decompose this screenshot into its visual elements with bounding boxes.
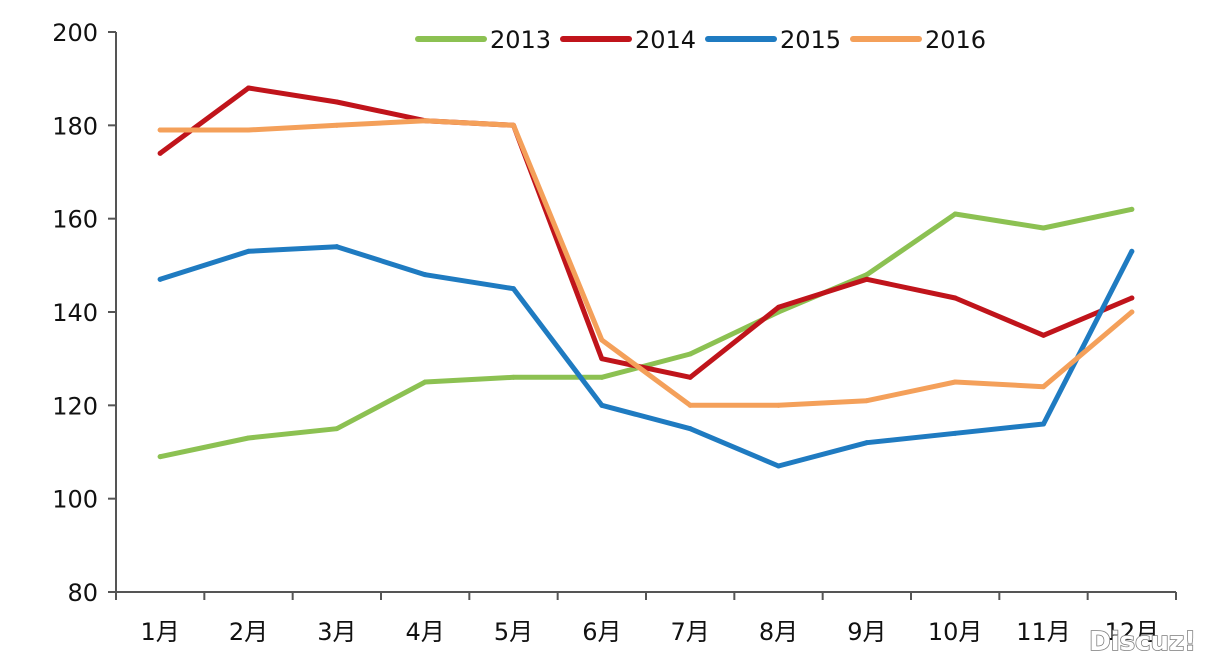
data-point-2015 xyxy=(334,244,340,250)
series-line-2015 xyxy=(157,244,1135,469)
data-point-2016 xyxy=(334,122,340,128)
x-tick-label: 9月 xyxy=(847,618,886,646)
data-point-2015 xyxy=(246,248,251,254)
data-point-2016 xyxy=(246,127,251,133)
data-point-2014 xyxy=(246,85,251,91)
legend-label: 2013 xyxy=(490,26,551,54)
data-point-2013 xyxy=(952,211,958,217)
data-point-2015 xyxy=(687,426,693,432)
y-tick-label: 160 xyxy=(52,206,98,234)
data-point-2016 xyxy=(776,402,781,408)
y-tick-label: 100 xyxy=(52,486,98,514)
x-tick-label: 11月 xyxy=(1016,618,1071,646)
legend-label: 2016 xyxy=(925,26,986,54)
legend-item-2013: 2013 xyxy=(415,26,551,54)
y-tick-label: 80 xyxy=(67,579,98,607)
data-point-2015 xyxy=(422,272,428,278)
data-point-2015 xyxy=(864,440,870,446)
data-point-2014 xyxy=(1129,295,1135,301)
data-point-2014 xyxy=(864,276,870,282)
data-point-2014 xyxy=(157,150,163,156)
data-point-2016 xyxy=(1041,384,1046,390)
legend-item-2015: 2015 xyxy=(705,26,841,54)
data-point-2016 xyxy=(864,398,870,404)
y-tick-label: 180 xyxy=(52,112,98,140)
data-point-2016 xyxy=(952,379,958,385)
data-point-2013 xyxy=(334,426,340,432)
data-point-2015 xyxy=(599,402,605,408)
x-tick-label: 4月 xyxy=(406,618,445,646)
x-tick-label: 12月 xyxy=(1105,618,1160,646)
data-point-2013 xyxy=(157,454,163,460)
legend-item-2016: 2016 xyxy=(850,26,986,54)
series-lines xyxy=(157,85,1135,469)
data-point-2013 xyxy=(1129,206,1135,212)
data-point-2013 xyxy=(1041,225,1046,231)
series-line-2016 xyxy=(157,118,1135,408)
data-point-2013 xyxy=(246,435,251,441)
axes: 80 100 120 140 160 180 200 1月 2月 3月 4月 5月 6月 7月 8月 9月 10… xyxy=(52,19,1177,646)
x-tick-label: 8月 xyxy=(759,618,798,646)
y-tick-label: 140 xyxy=(52,299,98,327)
data-point-2016 xyxy=(157,127,163,133)
legend-label: 2014 xyxy=(635,26,696,54)
legend-label: 2015 xyxy=(780,26,841,54)
data-point-2016 xyxy=(1129,309,1135,315)
x-tick-label: 3月 xyxy=(317,618,356,646)
data-point-2015 xyxy=(157,276,163,282)
legend-item-2014: 2014 xyxy=(560,26,696,54)
series-line-2014 xyxy=(157,85,1135,380)
x-tick-label: 2月 xyxy=(229,618,268,646)
data-point-2014 xyxy=(952,295,958,301)
y-tick-label: 120 xyxy=(52,392,98,420)
data-point-2015 xyxy=(952,430,958,436)
data-point-2016 xyxy=(599,337,605,343)
x-tick-label: 7月 xyxy=(671,618,710,646)
data-point-2014 xyxy=(687,374,693,380)
data-point-2014 xyxy=(599,356,605,362)
data-point-2015 xyxy=(776,463,781,469)
data-point-2013 xyxy=(864,272,870,278)
legend: 2013 2014 2015 2016 xyxy=(415,26,986,54)
data-point-2013 xyxy=(599,374,605,380)
x-tick-label: 1月 xyxy=(141,618,180,646)
data-point-2014 xyxy=(1041,332,1046,338)
data-point-2015 xyxy=(511,286,516,292)
data-point-2013 xyxy=(511,374,516,380)
data-point-2014 xyxy=(334,99,340,105)
data-point-2013 xyxy=(422,379,428,385)
watermark-text: Discuz! xyxy=(1089,627,1196,657)
data-point-2016 xyxy=(687,402,693,408)
data-point-2015 xyxy=(1129,248,1135,254)
data-point-2016 xyxy=(422,118,428,124)
x-tick-label: 5月 xyxy=(494,618,533,646)
data-point-2016 xyxy=(511,122,516,128)
data-point-2014 xyxy=(776,304,781,310)
data-point-2015 xyxy=(1041,421,1046,427)
x-tick-label: 10月 xyxy=(928,618,983,646)
y-tick-label: 200 xyxy=(52,19,98,47)
data-point-2013 xyxy=(687,351,693,357)
x-tick-label: 6月 xyxy=(582,618,621,646)
